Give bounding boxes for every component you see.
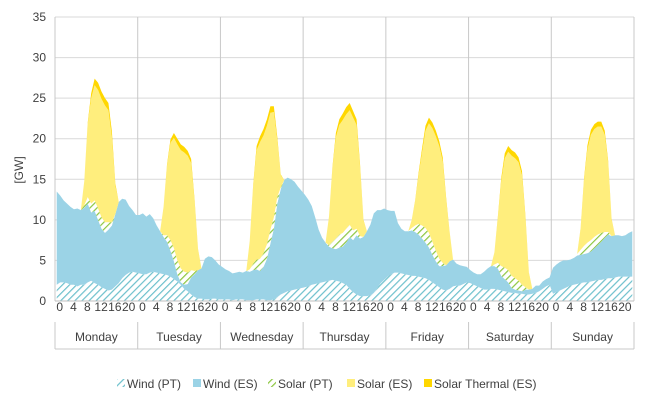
- legend-label: Solar (PT): [278, 377, 333, 391]
- y-tick-label: 15: [33, 172, 47, 186]
- legend-swatch: [347, 379, 355, 387]
- x-tick-label: 20: [370, 300, 384, 314]
- legend-label: Wind (ES): [203, 377, 258, 391]
- x-tick-label: 16: [604, 300, 618, 314]
- x-tick-label: 0: [139, 300, 146, 314]
- x-tick-label: 20: [536, 300, 550, 314]
- series-area-0: [56, 271, 633, 301]
- x-tick-label: 4: [236, 300, 243, 314]
- legend-label: Solar Thermal (ES): [434, 377, 536, 391]
- x-tick-label: 4: [318, 300, 325, 314]
- x-tick-label: 12: [425, 300, 439, 314]
- day-label: Saturday: [486, 330, 534, 344]
- y-tick-label: 30: [33, 51, 47, 65]
- x-tick-label: 0: [305, 300, 312, 314]
- x-tick-label: 8: [415, 300, 422, 314]
- x-tick-label: 0: [387, 300, 394, 314]
- x-tick-label: 4: [401, 300, 408, 314]
- x-tick-label: 8: [498, 300, 505, 314]
- y-axis-label: [GW]: [12, 156, 26, 183]
- x-tick-label: 8: [84, 300, 91, 314]
- y-tick-label: 35: [33, 10, 47, 24]
- day-label: Sunday: [572, 330, 613, 344]
- x-tick-label: 0: [222, 300, 229, 314]
- legend: Wind (PT) Wind (ES) Solar (PT) Solar (ES) So…: [117, 377, 536, 391]
- x-tick-label: 8: [249, 300, 256, 314]
- x-tick-label: 12: [177, 300, 191, 314]
- x-tick-label: 20: [618, 300, 632, 314]
- x-tick-label: 4: [153, 300, 160, 314]
- x-tick-label: 16: [274, 300, 288, 314]
- x-tick-label: 8: [580, 300, 587, 314]
- y-tick-label: 25: [33, 91, 47, 105]
- series-area-1: [56, 177, 633, 301]
- x-tick-label: 20: [122, 300, 136, 314]
- legend-label: Wind (PT): [127, 377, 181, 391]
- x-tick-label: 8: [332, 300, 339, 314]
- x-tick-label: 12: [343, 300, 357, 314]
- y-tick-label: 10: [33, 213, 47, 227]
- day-label: Thursday: [319, 330, 369, 344]
- x-tick-label: 4: [70, 300, 77, 314]
- x-tick-label: 20: [287, 300, 301, 314]
- x-tick-label: 12: [94, 300, 108, 314]
- x-tick-label: 16: [108, 300, 122, 314]
- series-areas: [56, 78, 633, 301]
- x-tick-label: 20: [205, 300, 219, 314]
- x-tick-label: 8: [167, 300, 174, 314]
- legend-swatch: [193, 379, 201, 387]
- x-tick-label: 20: [453, 300, 467, 314]
- x-tick-label: 16: [191, 300, 205, 314]
- y-tick-label: 5: [39, 253, 46, 267]
- legend-label: Solar (ES): [357, 377, 412, 391]
- day-label: Wednesday: [230, 330, 293, 344]
- x-tick-label: 0: [553, 300, 560, 314]
- legend-swatch: [268, 379, 276, 387]
- y-tick-label: 20: [33, 132, 47, 146]
- x-tick-label: 12: [591, 300, 605, 314]
- x-tick-label: 12: [260, 300, 274, 314]
- x-tick-label: 0: [56, 300, 63, 314]
- x-tick-label: 0: [470, 300, 477, 314]
- y-tick-label: 0: [39, 294, 46, 308]
- day-label: Friday: [411, 330, 444, 344]
- day-label: Tuesday: [156, 330, 202, 344]
- x-tick-label: 16: [356, 300, 370, 314]
- x-tick-label: 4: [566, 300, 573, 314]
- x-tick-label: 4: [484, 300, 491, 314]
- x-tick-label: 16: [439, 300, 453, 314]
- series-area-2: [56, 177, 633, 292]
- gridlines: [54, 16, 635, 301]
- x-tick-label: 16: [522, 300, 536, 314]
- x-tick-label: 12: [508, 300, 522, 314]
- legend-swatch: [424, 379, 432, 387]
- legend-swatch: [117, 379, 125, 387]
- day-label: Monday: [75, 330, 118, 344]
- series-area-3: [56, 85, 633, 290]
